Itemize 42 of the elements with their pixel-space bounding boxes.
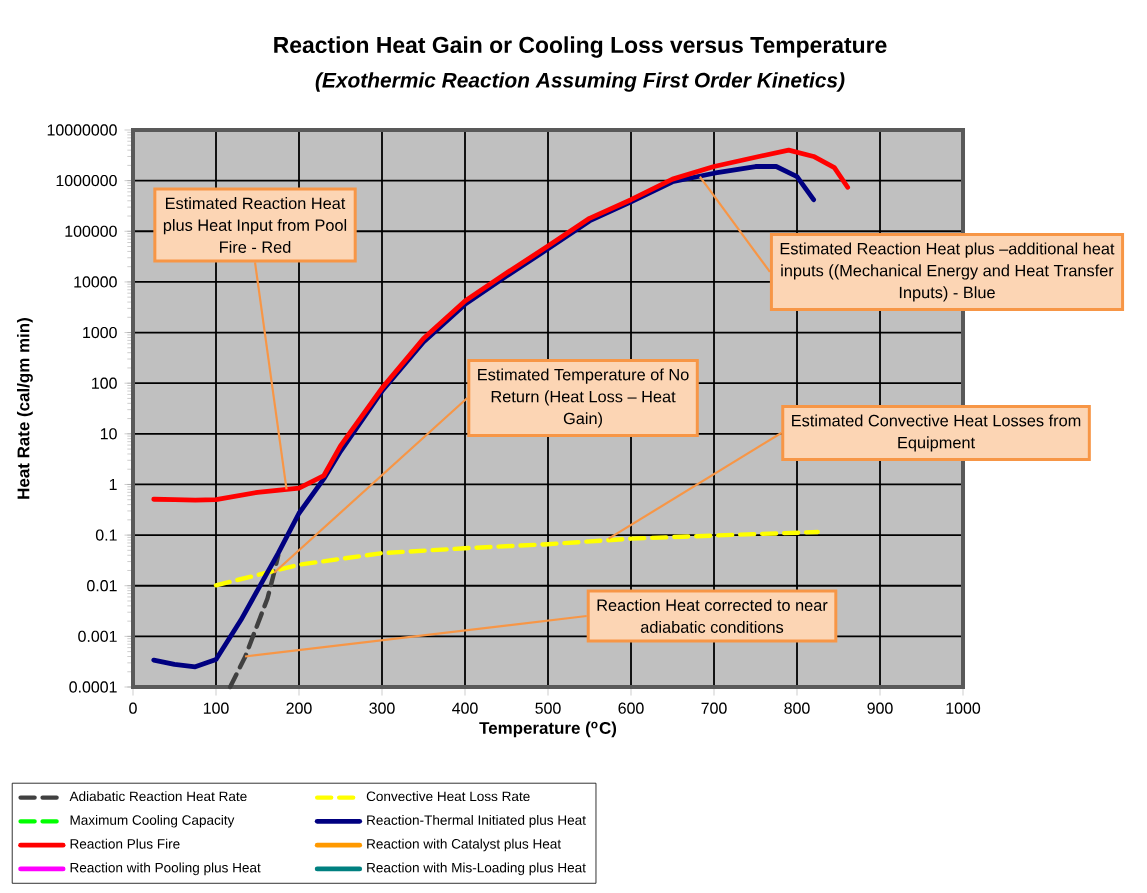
y-tick-label: 10000	[74, 276, 117, 288]
y-tick-label: 100	[92, 377, 117, 389]
chart-subtitle: (Exothermic Reaction Assuming First Order Kinetics)	[315, 72, 845, 92]
x-tick-label: 100	[203, 702, 229, 714]
x-tick-label: 300	[369, 702, 395, 714]
annotation: Estimated Reaction Heat plus –additional heat inputs ((Mechanical Energy and Heat Transfer Inputs) - Blue	[780, 242, 1115, 302]
y-tick-label: 10000000	[47, 124, 117, 136]
line-series	[227, 553, 281, 690]
legend-label: Adiabatic Reaction Heat Rate	[69, 791, 247, 802]
chart-title: Reaction Heat Gain or Cooling Loss versus Temperature	[274, 36, 887, 58]
y-tick-label: 1000000	[56, 174, 117, 187]
y-tick-label: 0.0001	[69, 681, 117, 693]
x-tick-label: 600	[618, 702, 644, 714]
legend-label: Reaction-Thermal Initiated plus Heat	[367, 814, 586, 828]
legend-label: Reaction with Pooling plus Heat	[70, 862, 261, 876]
legend-label: Maximum Cooling Capacity	[70, 814, 235, 828]
x-tick-label: 800	[784, 702, 810, 714]
annotation: Estimated Reaction Heat plus Heat Input from Pool Fire - Red	[163, 197, 347, 253]
line-series	[213, 529, 820, 588]
legend-label: Reaction with Catalyst plus Heat	[367, 838, 561, 852]
y-tick-label: 0.1	[95, 529, 117, 541]
y-tick-label: 0.001	[78, 630, 117, 643]
y-tick-label: 10	[100, 428, 117, 440]
x-tick-label: 500	[535, 702, 561, 714]
y-tick-label: 1	[109, 478, 117, 490]
x-tick-label: 700	[701, 702, 727, 714]
y-tick-label: 1000	[83, 326, 117, 339]
y-tick-label: 0.01	[87, 580, 117, 592]
annotation: Reaction Heat corrected to near adiabatic conditions	[597, 599, 828, 633]
legend-label: Convective Heat Loss Rate	[366, 791, 530, 802]
y-axis-title: Heat Rate (cal/gm min)	[16, 318, 33, 499]
annotation: Estimated Convective Heat Losses from Equipment	[792, 414, 1081, 452]
y-tick-label: 100000	[65, 225, 117, 237]
x-tick-label: 900	[867, 702, 893, 714]
legend-label: Reaction Plus Fire	[70, 838, 180, 849]
x-tick-label: 400	[452, 702, 478, 714]
x-tick-label: 1000	[946, 702, 981, 714]
x-axis-title: Temperature ($^{o}$C)	[479, 721, 617, 738]
annotation: Estimated Temperature of No Return (Heat Loss – Heat Gain)	[478, 368, 689, 428]
x-tick-label: 0	[129, 702, 137, 714]
legend-label: Reaction with Mis-Loading plus Heat	[367, 862, 586, 876]
x-tick-label: 200	[286, 702, 312, 714]
